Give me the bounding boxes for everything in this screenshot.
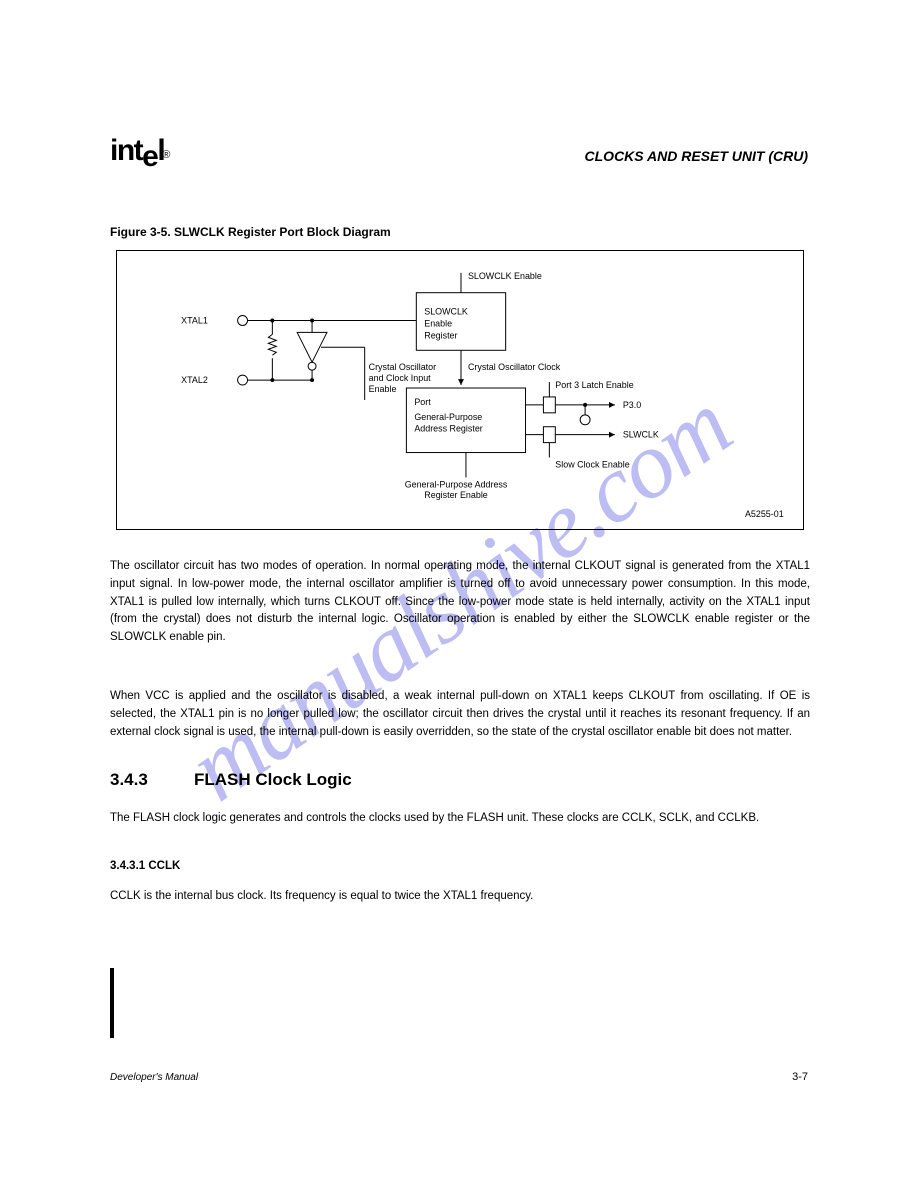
label-p30: P3.0: [623, 400, 641, 410]
label-crystal-osc-en-2: and Clock Input: [369, 373, 432, 383]
logo-registered: ®: [162, 149, 169, 161]
logo-text: intel: [110, 134, 164, 167]
paragraph-2: When VCC is applied and the oscillator i…: [110, 688, 810, 741]
change-bar: [110, 968, 114, 1038]
section-title: FLASH Clock Logic: [194, 770, 352, 789]
cclk-text: CCLK is the internal bus clock. Its freq…: [110, 888, 810, 906]
label-gar-en-1: General-Purpose Address: [405, 479, 508, 489]
label-slowclk-en-reg-2: Enable: [424, 318, 452, 328]
label-xtal2: XTAL2: [181, 375, 208, 385]
label-slwclk: SLWCLK: [623, 430, 659, 440]
label-port3-latch-en: Port 3 Latch Enable: [555, 380, 633, 390]
section-number: 3.4.3: [110, 770, 194, 790]
label-gar-1: General-Purpose: [414, 412, 482, 422]
footer-publication: Developer's Manual: [110, 1072, 198, 1083]
label-gar-en-2: Register Enable: [424, 490, 488, 500]
label-crystal-osc-en-3: Enable: [369, 384, 397, 394]
header-section-title: CLOCKS AND RESET UNIT (CRU): [585, 148, 808, 164]
label-slowclk-en-reg-1: SLOWCLK: [424, 307, 468, 317]
label-port: Port: [414, 397, 431, 407]
footer-page-number: 3-7: [792, 1071, 808, 1083]
label-slow-clock-en: Slow Clock Enable: [555, 459, 629, 469]
figure-caption: Figure 3-5. SLWCLK Register Port Block D…: [110, 225, 391, 239]
intel-logo: intel®: [110, 134, 171, 168]
block-diagram: XTAL1 XTAL2 Crystal Oscillator and Clock…: [116, 250, 804, 530]
subsection-heading-cclk: 3.4.3.1 CCLK: [110, 858, 810, 876]
diagram-svg: XTAL1 XTAL2 Crystal Oscillator and Clock…: [117, 251, 803, 529]
label-gar-2: Address Register: [414, 424, 482, 434]
label-slowclk-en-reg-3: Register: [424, 330, 457, 340]
label-crystal-osc-clk: Crystal Oscillator Clock: [468, 362, 561, 372]
label-xtal1: XTAL1: [181, 315, 208, 325]
label-slowclk-en-pin: SLOWCLK Enable: [468, 271, 542, 281]
section-text: The FLASH clock logic generates and cont…: [110, 810, 810, 828]
page-content: intel® CLOCKS AND RESET UNIT (CRU) Figur…: [110, 0, 808, 1188]
label-crystal-osc-en-1: Crystal Oscillator: [369, 362, 436, 372]
section-heading-3-4-3: 3.4.3FLASH Clock Logic: [110, 770, 352, 790]
paragraph-1: The oscillator circuit has two modes of …: [110, 558, 810, 647]
diagram-ref: A5255-01: [745, 509, 784, 519]
